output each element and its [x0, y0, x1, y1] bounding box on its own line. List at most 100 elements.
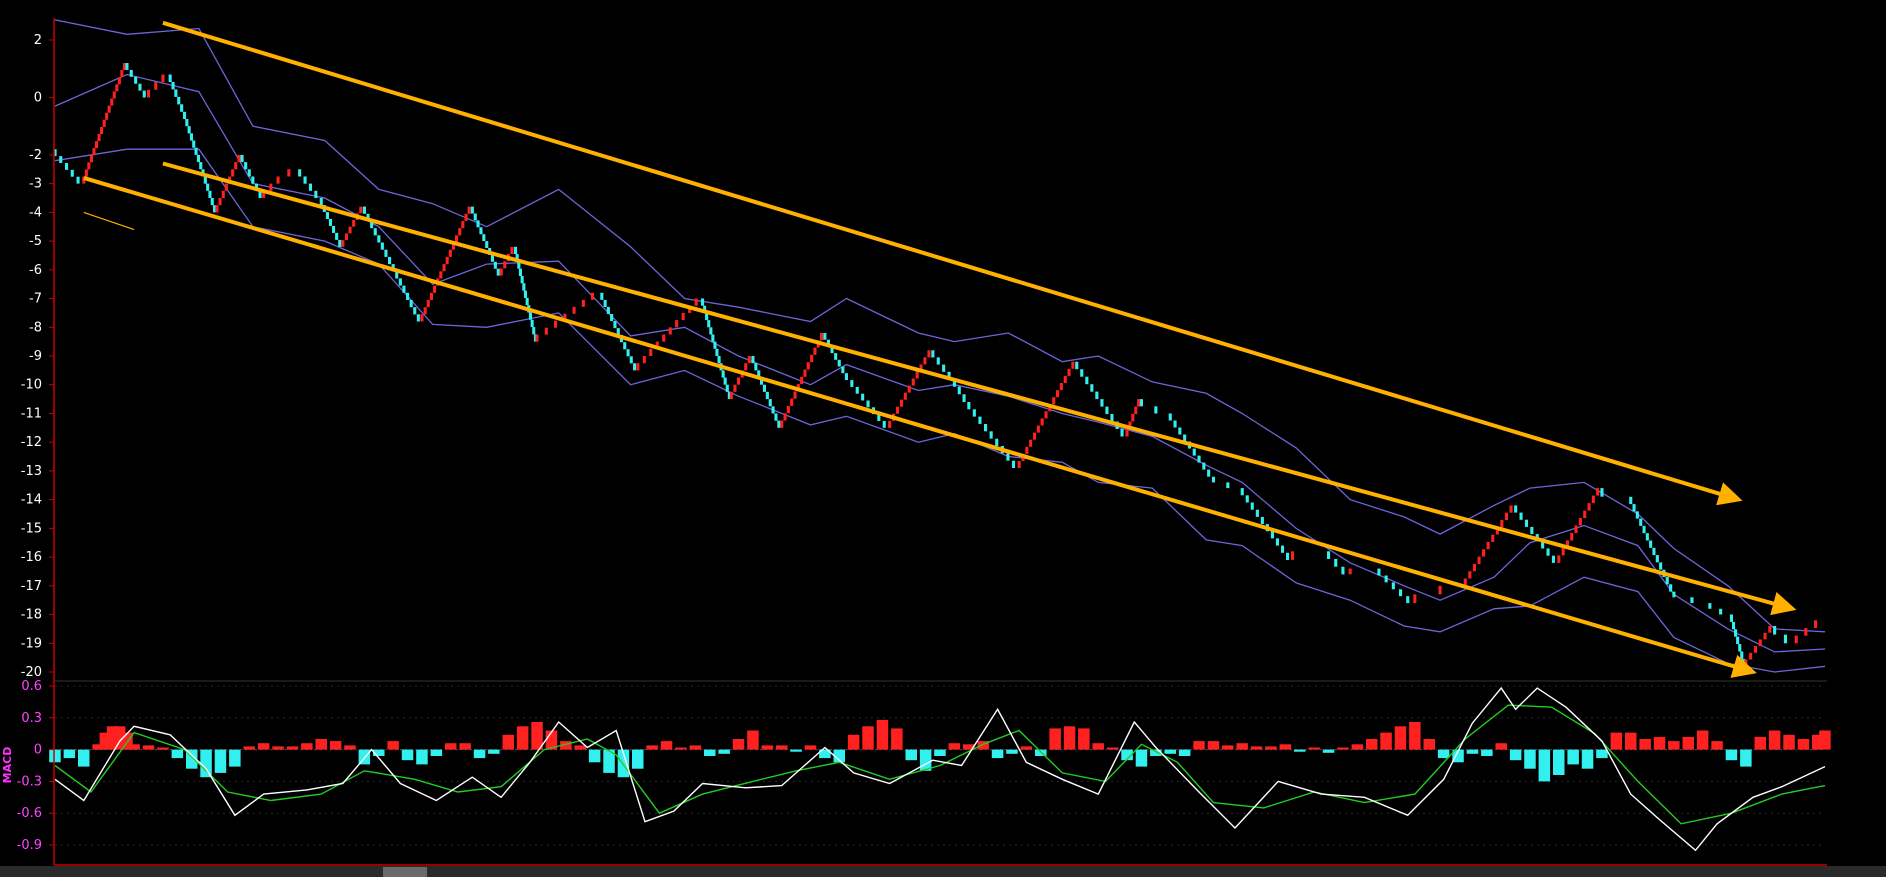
renko-brick-up: [1504, 512, 1508, 520]
renko-brick-up: [464, 213, 468, 221]
renko-brick-up: [344, 233, 348, 241]
renko-brick-down: [942, 364, 946, 372]
renko-brick-down: [1240, 488, 1244, 496]
macd-bar-positive: [459, 743, 471, 750]
macd-bar-negative: [1135, 749, 1148, 767]
macd-bar-negative: [632, 749, 644, 769]
renko-brick-down: [703, 305, 707, 313]
renko-brick-up: [1477, 556, 1481, 564]
renko-brick-up: [733, 384, 737, 392]
macd-bar-positive: [1380, 732, 1392, 750]
y-tick-label: -11: [21, 406, 42, 421]
renko-brick-down: [470, 206, 474, 214]
renko-brick-down: [174, 89, 178, 97]
renko-brick-up: [122, 63, 126, 71]
macd-bar-negative: [1596, 749, 1608, 759]
trend-line: [83, 211, 135, 231]
macd-bar-negative: [473, 749, 486, 759]
band-middle: [54, 73, 1826, 653]
renko-brick-down: [247, 169, 251, 177]
renko-brick-up: [147, 89, 151, 98]
macd-bar-positive: [1668, 741, 1680, 750]
renko-brick-up: [359, 206, 363, 214]
renko-brick-down: [1377, 568, 1381, 576]
renko-brick-up: [442, 264, 446, 272]
macd-bar-positive: [761, 745, 774, 750]
renko-brick-down: [1541, 541, 1545, 549]
renko-brick-down: [1095, 391, 1099, 400]
renko-brick-down: [1690, 597, 1694, 603]
renko-brick-down: [525, 297, 529, 306]
renko-brick-up: [276, 176, 280, 184]
renko-brick-down: [855, 386, 859, 394]
renko-brick-down: [1740, 651, 1744, 659]
macd-indicator-label: MACD: [1, 747, 14, 784]
renko-brick-up: [97, 134, 101, 142]
renko-brick-up: [911, 378, 915, 386]
renko-brick-down: [533, 334, 537, 342]
renko-brick-down: [1519, 512, 1523, 520]
renko-brick-down: [528, 312, 532, 320]
macd-bar-positive: [1250, 746, 1263, 750]
renko-brick-up: [1067, 368, 1071, 376]
renko-brick-down: [709, 327, 713, 335]
renko-brick-up: [1813, 620, 1817, 628]
renko-brick-down: [967, 402, 971, 410]
macd-bar-positive: [732, 739, 745, 750]
renko-brick-up: [1486, 541, 1490, 550]
renko-brick-down: [1391, 582, 1395, 590]
renko-brick-down: [1275, 538, 1279, 546]
renko-brick-down: [633, 363, 637, 371]
renko-brick-up: [120, 70, 124, 78]
renko-brick-down: [1286, 552, 1290, 560]
renko-brick-up: [1482, 549, 1486, 557]
renko-brick-down: [834, 353, 838, 360]
macd-bar-negative: [1150, 749, 1162, 756]
renko-brick-down: [882, 421, 886, 428]
scrollbar-thumb[interactable]: [383, 867, 427, 877]
renko-brick-down: [1080, 369, 1084, 377]
renko-brick-down: [177, 96, 181, 105]
renko-brick-down: [727, 391, 731, 400]
y-tick-label: -10: [21, 378, 42, 393]
renko-brick-down: [707, 320, 711, 328]
macd-bar-positive: [1682, 736, 1694, 750]
y-tick-label: -2: [29, 148, 42, 163]
renko-brick-up: [1348, 568, 1352, 575]
renko-brick-down: [518, 268, 522, 276]
renko-brick-down: [952, 379, 956, 387]
y-tick-label: -19: [21, 636, 42, 651]
renko-brick-down: [65, 163, 69, 170]
renko-brick-down: [1546, 548, 1550, 556]
macd-bar-positive: [804, 745, 817, 750]
renko-brick-down: [830, 346, 834, 354]
renko-brick-down: [134, 76, 138, 84]
macd-bar-positive: [862, 726, 874, 750]
renko-brick-up: [662, 334, 666, 342]
macd-bar-positive: [1193, 741, 1205, 750]
renko-brick-down: [384, 249, 388, 257]
macd-bar-positive: [660, 741, 673, 750]
renko-brick-down: [240, 154, 244, 163]
renko-brick-up: [1565, 540, 1569, 548]
y-tick-label: -14: [21, 493, 42, 508]
macd-bar-negative: [991, 749, 1004, 759]
renko-brick-up: [896, 406, 900, 414]
macd-bar-negative: [229, 749, 241, 767]
renko-brick-down: [1406, 596, 1410, 604]
renko-brick-down: [1192, 448, 1196, 456]
macd-bar-positive: [301, 743, 313, 750]
renko-brick-down: [523, 290, 527, 298]
renko-brick-up: [803, 369, 807, 377]
renko-brick-down: [757, 370, 761, 378]
macd-bar-negative: [1466, 749, 1479, 754]
renko-brick-down: [208, 190, 212, 198]
macd-bar-positive: [1409, 722, 1421, 750]
renko-brick-down: [1207, 469, 1211, 477]
macd-bar-negative: [1121, 749, 1133, 761]
renko-brick-up: [426, 300, 430, 308]
renko-brick-down: [183, 111, 187, 119]
renko-brick-down: [416, 314, 420, 322]
renko-brick-up: [115, 84, 119, 92]
macd-bar-positive: [445, 743, 457, 750]
